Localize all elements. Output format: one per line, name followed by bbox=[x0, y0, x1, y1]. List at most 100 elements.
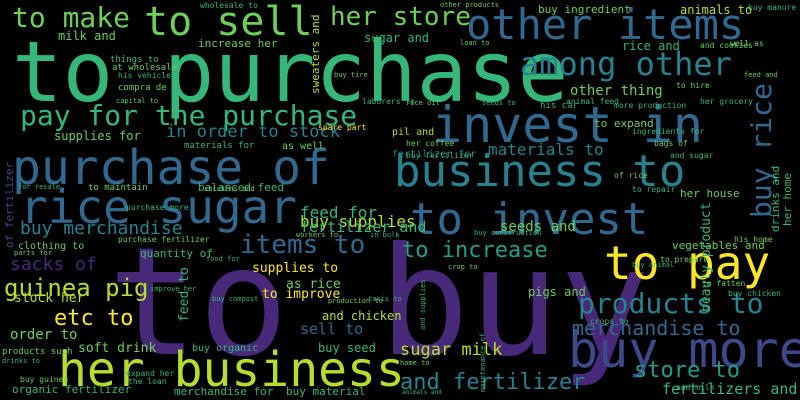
cloud-word: pil and bbox=[392, 127, 435, 138]
cloud-word: vegetables and bbox=[672, 239, 765, 252]
cloud-word: quantity of bbox=[140, 247, 213, 260]
cloud-word: animals and bbox=[402, 389, 442, 396]
cloud-word: in order to stock bbox=[166, 122, 340, 142]
cloud-word: buy material bbox=[286, 385, 366, 398]
cloud-word: wholesale to bbox=[200, 1, 258, 10]
cloud-word: feed for bbox=[300, 203, 378, 222]
cloud-word: to improve bbox=[262, 287, 341, 302]
cloud-word: things to bbox=[110, 55, 159, 65]
cloud-word: workers to bbox=[296, 231, 339, 239]
cloud-word: parts for bbox=[14, 249, 52, 257]
cloud-word: the loan bbox=[128, 377, 167, 386]
cloud-word: other items bbox=[466, 0, 745, 49]
cloud-word: her grocery bbox=[700, 97, 753, 106]
cloud-word: improve her bbox=[150, 285, 197, 293]
cloud-word: to expand bbox=[594, 117, 654, 130]
cloud-word: of rice bbox=[614, 171, 648, 180]
cloud-word: to repair bbox=[632, 185, 676, 194]
cloud-word: her store bbox=[330, 2, 471, 32]
cloud-word: and fertilizer bbox=[400, 370, 586, 395]
cloud-word: to maintain bbox=[88, 183, 148, 193]
cloud-word: soft drink bbox=[78, 341, 157, 356]
cloud-word: to make bbox=[12, 1, 131, 34]
cloud-word: seeds and bbox=[500, 219, 576, 235]
cloud-word: expand her bbox=[126, 369, 175, 378]
cloud-word: items to bbox=[240, 230, 366, 260]
cloud-word: crop to bbox=[448, 263, 478, 271]
cloud-word: store to bbox=[634, 358, 740, 383]
cloud-word: buy fertilizer bbox=[406, 151, 474, 160]
cloud-word: in bulk bbox=[370, 231, 400, 239]
cloud-word: to purchase bbox=[12, 23, 569, 121]
cloud-word: products such bbox=[2, 347, 73, 357]
cloud-word: fertilizer and bbox=[300, 218, 427, 236]
cloud-word: pigs and bbox=[528, 285, 586, 299]
cloud-word: materials to bbox=[488, 140, 604, 159]
cloud-word: rice sugar bbox=[20, 180, 297, 234]
cloud-word: to increase bbox=[402, 238, 548, 263]
cloud-word: his vehicle bbox=[118, 71, 171, 80]
cloud-word: products to bbox=[578, 287, 764, 320]
cloud-word: buy construction bbox=[474, 229, 542, 237]
cloud-word: maintenance of bbox=[479, 332, 487, 392]
cloud-word: of fertilizer bbox=[3, 161, 16, 248]
cloud-word: ingredients for bbox=[632, 127, 705, 136]
cloud-word: more production bbox=[614, 101, 687, 110]
cloud-word: her home bbox=[781, 173, 794, 226]
cloud-word: buy seed bbox=[318, 341, 376, 355]
cloud-word: materials for bbox=[184, 141, 255, 151]
cloud-word: food for bbox=[206, 255, 240, 263]
cloud-word: as rice bbox=[286, 277, 341, 292]
cloud-word: production to bbox=[328, 297, 383, 305]
cloud-word: her house bbox=[680, 187, 740, 200]
cloud-word: fertilizers and bbox=[662, 380, 798, 398]
cloud-word: for resale bbox=[18, 183, 61, 191]
cloud-word: capital to bbox=[116, 97, 159, 105]
cloud-word: feed to bbox=[177, 267, 192, 322]
cloud-word: seeds to bbox=[482, 99, 516, 107]
cloud-word: buy supplies bbox=[300, 212, 416, 231]
cloud-word: other products bbox=[440, 1, 500, 9]
cloud-word: home to bbox=[400, 359, 430, 367]
cloud-word: sugar milk bbox=[400, 340, 503, 360]
cloud-word: drinks and bbox=[769, 165, 782, 232]
cloud-word: beauty product bbox=[699, 202, 714, 312]
cloud-word: clothing to bbox=[18, 241, 85, 252]
cloud-word: supplies for bbox=[54, 129, 141, 143]
cloud-word: merchandise to bbox=[572, 316, 741, 340]
cloud-word: to sell bbox=[144, 0, 313, 45]
cloud-word: balanced feed bbox=[198, 181, 285, 194]
cloud-word: rice and bbox=[622, 39, 680, 53]
cloud-word: supplies to bbox=[252, 261, 339, 276]
cloud-word: milk and bbox=[58, 29, 116, 43]
cloud-word: sell to bbox=[300, 320, 364, 338]
cloud-word: animal feed bbox=[566, 97, 619, 106]
cloud-word: his home bbox=[734, 235, 773, 244]
cloud-word: sacks of bbox=[10, 254, 97, 275]
cloud-word: buy compost bbox=[212, 295, 259, 303]
cloud-word: bags of bbox=[654, 139, 688, 148]
cloud-word: order to bbox=[10, 327, 78, 343]
cloud-word: other thing bbox=[570, 83, 663, 99]
cloud-word: purchase of bbox=[12, 140, 330, 196]
cloud-word: among other bbox=[520, 45, 732, 83]
cloud-word: drinks to bbox=[2, 357, 40, 365]
cloud-word: to pay bbox=[604, 236, 771, 290]
cloud-word: purchase more bbox=[126, 203, 189, 212]
cloud-word: at wholesale bbox=[112, 63, 178, 73]
cloud-word: buy guinea bbox=[20, 375, 69, 384]
cloud-word: fertilizer for bbox=[392, 149, 477, 160]
cloud-word: as well bbox=[282, 141, 325, 152]
cloud-word: business to bbox=[394, 146, 686, 197]
cloud-word: crops to bbox=[590, 317, 629, 326]
cloud-word: increase her bbox=[198, 37, 278, 50]
cloud-word: sugar and bbox=[364, 31, 430, 45]
cloud-word: and sugar bbox=[670, 151, 714, 160]
cloud-word: animals to bbox=[680, 3, 753, 17]
cloud-word: to fatten bbox=[702, 279, 746, 288]
cloud-word: buy organic bbox=[192, 343, 259, 354]
cloud-word: to buy bbox=[108, 216, 650, 390]
cloud-word: buy chicken bbox=[728, 289, 781, 298]
cloud-word: her business bbox=[58, 342, 405, 398]
